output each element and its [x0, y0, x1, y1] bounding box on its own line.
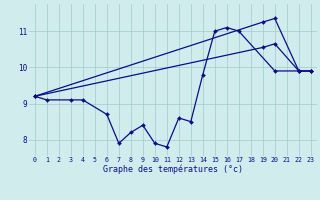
X-axis label: Graphe des températures (°c): Graphe des températures (°c) — [103, 165, 243, 174]
